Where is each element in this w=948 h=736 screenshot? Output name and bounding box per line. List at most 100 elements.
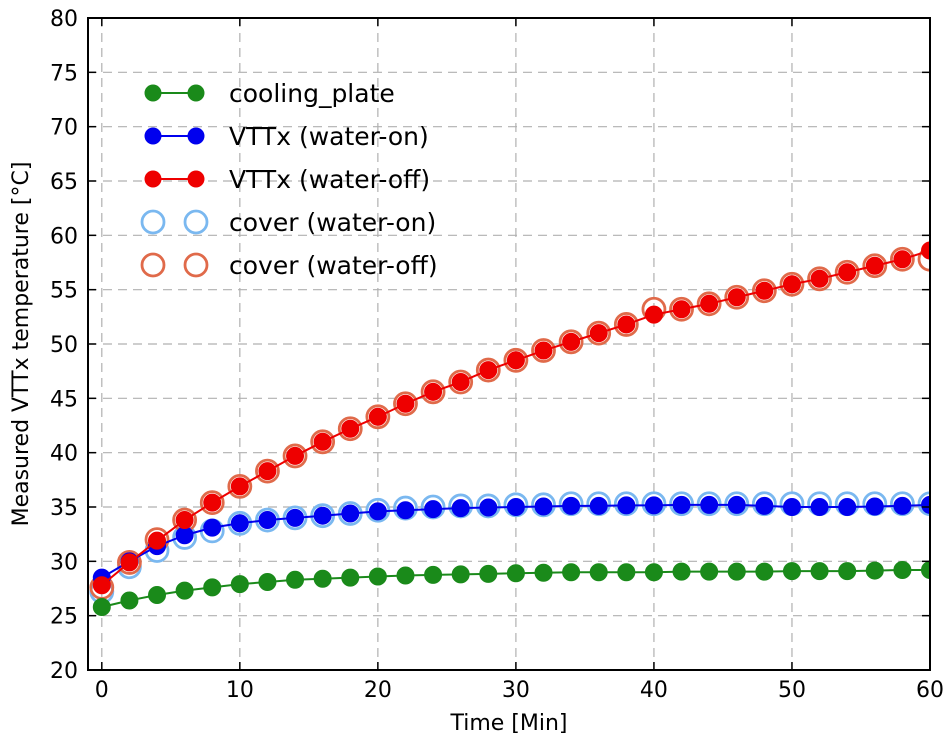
y-tick-label: 55	[50, 279, 78, 304]
data-point	[341, 568, 360, 587]
x-tick-label: 10	[226, 678, 254, 703]
data-point	[424, 500, 443, 519]
legend-marker	[187, 84, 205, 102]
data-point	[479, 564, 498, 583]
y-tick-label: 50	[50, 333, 78, 358]
data-point	[503, 347, 529, 373]
data-point	[724, 491, 750, 517]
data-point	[531, 492, 556, 518]
data-point	[117, 550, 142, 575]
y-tick-label: 20	[50, 659, 78, 684]
data-point	[669, 491, 694, 517]
x-tick-label: 60	[916, 678, 944, 703]
data-point	[420, 379, 446, 405]
legend-label: cover (water-on)	[229, 208, 436, 237]
axis-ticks: 0 10 20 30 40 50 60 20 25 30 35 40 45 50 55 60 65 70 75 80	[50, 7, 944, 703]
legend-marker	[144, 127, 162, 145]
legend-label: VTTx (water-on)	[229, 122, 429, 151]
data-point	[644, 563, 663, 582]
y-tick-label: 40	[50, 442, 78, 467]
data-point	[865, 256, 884, 275]
data-point	[889, 246, 915, 272]
legend-marker	[140, 252, 166, 278]
data-point	[782, 562, 801, 581]
data-point	[672, 495, 691, 514]
data-point	[921, 561, 930, 580]
data-point	[393, 391, 418, 417]
data-point	[700, 495, 719, 514]
data-point	[148, 586, 167, 605]
data-point	[779, 271, 805, 297]
data-point	[175, 511, 194, 530]
data-point	[921, 495, 930, 514]
data-point	[451, 373, 470, 392]
data-point	[755, 562, 774, 581]
data-point	[396, 501, 415, 520]
data-point	[396, 566, 415, 585]
data-point	[644, 305, 663, 324]
data-point	[479, 498, 498, 517]
data-point	[396, 394, 415, 413]
y-tick-label: 45	[50, 387, 78, 412]
y-tick-label: 65	[50, 170, 78, 195]
legend-marker	[140, 209, 166, 235]
series-cooling-plate	[92, 561, 930, 616]
data-point	[92, 576, 111, 595]
data-point	[451, 565, 470, 584]
data-point	[613, 491, 639, 517]
legend-marker	[144, 84, 162, 102]
data-point	[893, 496, 912, 515]
data-point	[310, 429, 336, 455]
x-tick-label: 20	[364, 678, 392, 703]
data-point	[644, 496, 663, 515]
data-point	[448, 369, 474, 395]
data-point	[534, 497, 553, 516]
data-point	[286, 508, 305, 527]
legend-item-vttx-water-on: VTTx (water-on)	[144, 122, 429, 151]
legend-item-cover-water-off: cover (water-off)	[140, 251, 438, 280]
data-point	[865, 561, 884, 580]
y-axis-label: Measured VTTx temperature [°C]	[9, 162, 34, 527]
data-point	[893, 561, 912, 580]
data-point	[617, 496, 636, 515]
data-point	[782, 498, 801, 516]
legend-item-cooling-plate: cooling_plate	[144, 79, 395, 108]
data-point	[506, 351, 525, 370]
data-point	[337, 416, 363, 442]
data-point	[755, 496, 774, 515]
x-axis-label: Time [Min]	[449, 711, 567, 736]
grid	[88, 18, 930, 670]
data-point	[589, 496, 608, 515]
data-point	[696, 491, 722, 517]
legend: cooling_plate VTTx (water-on) VTTx (water-…	[140, 79, 438, 280]
data-point	[313, 506, 332, 525]
data-point	[700, 562, 719, 581]
data-point	[672, 562, 691, 581]
data-point	[230, 514, 249, 533]
data-point	[451, 499, 470, 518]
data-point	[282, 443, 308, 469]
data-point	[368, 502, 387, 521]
series-clip-group	[89, 241, 930, 616]
legend-item-cover-water-on: cover (water-on)	[140, 208, 436, 237]
data-point	[807, 266, 832, 292]
y-tick-label: 35	[50, 496, 78, 521]
data-point	[175, 581, 194, 600]
data-point	[368, 407, 387, 426]
data-point	[258, 511, 277, 530]
x-tick-label: 0	[95, 678, 109, 703]
x-tick-label: 50	[778, 678, 806, 703]
data-point	[727, 495, 746, 514]
data-point	[921, 241, 930, 260]
data-point	[313, 432, 332, 451]
x-tick-label: 40	[640, 678, 668, 703]
data-point	[341, 504, 360, 523]
data-point	[175, 526, 194, 545]
y-tick-label: 60	[50, 224, 78, 249]
data-point	[506, 564, 525, 583]
data-point	[255, 458, 280, 484]
data-point	[230, 575, 249, 594]
data-point	[672, 300, 691, 319]
data-point	[120, 591, 139, 610]
